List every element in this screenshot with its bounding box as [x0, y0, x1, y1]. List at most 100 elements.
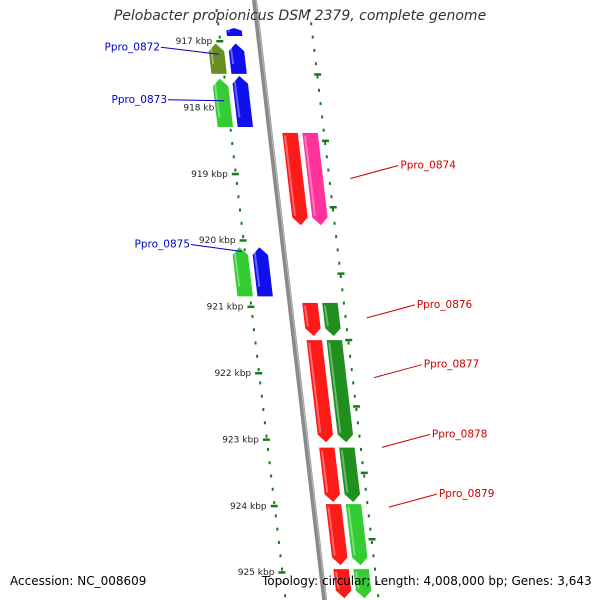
gene-arrow-g-red-0876[interactable] [301, 302, 322, 337]
right-ruler-dot [356, 421, 359, 425]
gene-arrow-g-red-0879[interactable] [325, 503, 349, 566]
left-ruler-dot [276, 527, 279, 531]
gene-shape[interactable] [321, 302, 342, 337]
gene-highlight [320, 450, 329, 493]
gene-shape[interactable] [345, 503, 369, 566]
gene-highlight [328, 342, 342, 433]
gene-shape[interactable] [208, 42, 228, 75]
gene-arrow-g-red-0878[interactable] [318, 447, 341, 503]
gene-label-ppro-0872[interactable]: Ppro_0872 [105, 41, 160, 53]
gene-label-ppro-0875[interactable]: Ppro_0875 [135, 238, 190, 250]
gene-shape[interactable] [325, 503, 349, 566]
right-ruler-dot [342, 301, 345, 305]
gene-label-ppro-0873[interactable]: Ppro_0873 [112, 94, 167, 106]
gene-shape[interactable] [231, 246, 254, 297]
left-ruler-dot [223, 75, 226, 79]
right-ruler-dot [350, 368, 353, 372]
right-ruler-dot [374, 567, 377, 571]
gene-label-ppro-0878[interactable]: Ppro_0878 [432, 428, 487, 440]
gene-arrow-g-green-bottom[interactable] [352, 568, 372, 600]
ruler-tick [314, 73, 322, 76]
gene-shape[interactable] [301, 132, 329, 227]
right-ruler-dot [346, 328, 349, 332]
gene-shape[interactable] [212, 77, 234, 128]
right-ruler-dot [372, 554, 375, 558]
gene-shape[interactable] [231, 75, 254, 128]
right-ruler-dot [375, 580, 378, 584]
right-ruler-dot [370, 541, 373, 544]
left-ruler-dot [249, 301, 252, 305]
right-ruler-dot [367, 514, 370, 518]
right-ruler-dot [361, 461, 364, 465]
gene-label-leader [350, 164, 399, 179]
ruler-tick [231, 172, 239, 176]
gene-shape[interactable] [281, 132, 309, 227]
left-ruler-dot [240, 221, 243, 225]
gene-arrow-g-pink-0874[interactable] [301, 132, 329, 227]
gene-arrow-g-green-0877[interactable] [325, 339, 354, 444]
gene-arrow-g-green-0879[interactable] [345, 503, 369, 566]
right-ruler-dot [358, 434, 361, 438]
ruler-tick-label: 921 kbp [207, 303, 244, 313]
ruler-tick [337, 272, 345, 275]
right-ruler-dot [313, 48, 316, 52]
left-ruler-dot [267, 447, 270, 451]
left-ruler-dot [284, 594, 287, 598]
gene-arrow-g-green-0878[interactable] [338, 447, 361, 503]
gene-shape[interactable] [301, 302, 322, 337]
gene-highlight [233, 249, 241, 287]
gene-label-leader [167, 99, 225, 102]
gene-shape[interactable] [332, 568, 352, 600]
gene-arrow-g-green-0876[interactable] [321, 302, 342, 337]
gene-shape[interactable] [325, 339, 354, 444]
right-ruler-dot [314, 62, 317, 66]
gene-shape[interactable] [352, 568, 372, 600]
gene-shape[interactable] [318, 447, 341, 503]
left-ruler-dot [265, 434, 268, 438]
gene-shape[interactable] [305, 339, 334, 444]
gene-label-leader [190, 243, 242, 252]
gene-arrow-g-red-0874[interactable] [281, 132, 309, 227]
gene-highlight [209, 45, 215, 65]
ruler-tick [368, 538, 376, 541]
left-ruler-dot [257, 368, 260, 372]
right-ruler-dot [377, 594, 380, 598]
gene-label-ppro-0874[interactable]: Ppro_0874 [400, 159, 456, 171]
gene-label-ppro-0879[interactable]: Ppro_0879 [439, 488, 494, 500]
accession-text: Accession: NC_008609 [10, 574, 147, 588]
gene-label-ppro-0877[interactable]: Ppro_0877 [424, 359, 479, 371]
gene-shape[interactable] [225, 27, 244, 37]
gene-highlight [303, 305, 309, 327]
gene-highlight [355, 571, 360, 589]
right-ruler-dot [330, 195, 333, 199]
gene-shape[interactable] [251, 246, 274, 297]
left-ruler-dot [268, 461, 271, 465]
left-ruler-dot [229, 128, 232, 132]
gene-label-ppro-0876[interactable]: Ppro_0876 [417, 299, 473, 311]
ruler-tick [329, 206, 337, 209]
gene-arrow-g-green-0873[interactable] [212, 77, 234, 128]
gene-arrow-g-top-blue[interactable] [225, 27, 244, 37]
gene-arrow-g-blue-0875[interactable] [251, 246, 274, 297]
ruler-tick-label: 918 kbp [183, 103, 220, 113]
right-ruler-dot [319, 102, 322, 106]
ruler-tick [360, 471, 368, 475]
gene-arrow-g-blue-0873[interactable] [231, 75, 254, 128]
gene-arrow-g-red-bottom[interactable] [332, 568, 352, 600]
left-ruler-dot [218, 35, 221, 39]
gene-shape[interactable] [228, 42, 248, 75]
ruler-tick [262, 438, 270, 441]
gene-shape[interactable] [338, 447, 361, 503]
left-ruler-dot [260, 394, 263, 398]
right-ruler-dot [310, 22, 313, 26]
gene-highlight [213, 81, 221, 118]
gene-arrow-g-blue-0872[interactable] [228, 42, 248, 75]
gene-arrow-g-olive[interactable] [208, 42, 228, 75]
gene-arrow-g-red-0877[interactable] [305, 339, 334, 444]
left-ruler-dot [253, 328, 256, 332]
left-ruler-dot [237, 195, 240, 199]
gene-arrow-g-green-0875[interactable] [231, 246, 254, 297]
right-ruler-dot [353, 394, 356, 398]
